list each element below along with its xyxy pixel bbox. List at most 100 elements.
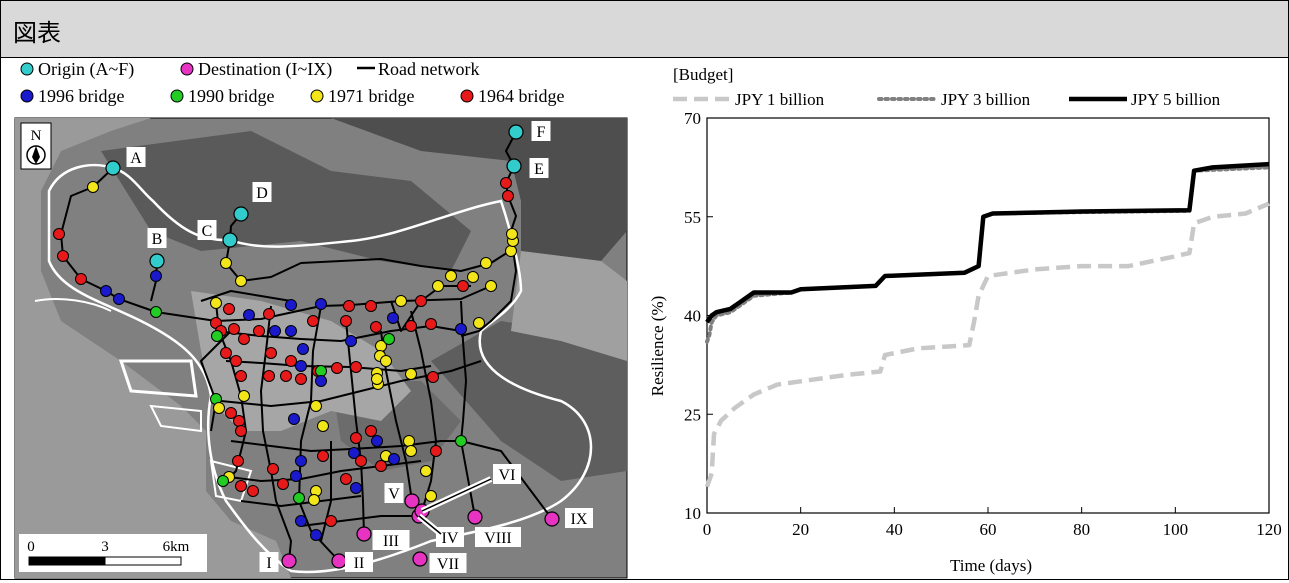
map-legend: Origin (A~F) Destination (I~IX) Road netwo… bbox=[20, 59, 564, 106]
destination-label: VI bbox=[499, 467, 516, 484]
bridge-marker bbox=[232, 455, 244, 467]
bridge-marker bbox=[211, 330, 223, 342]
map-legend-item: 1964 bridge bbox=[460, 86, 564, 106]
bridge-marker bbox=[263, 308, 275, 320]
origin-marker bbox=[233, 206, 249, 222]
destination-iii: III bbox=[356, 526, 410, 550]
origin-a: A bbox=[105, 147, 146, 176]
origin-label: B bbox=[152, 231, 163, 248]
compass-label: N bbox=[31, 128, 42, 144]
destination-label-box bbox=[259, 552, 279, 572]
bridge-marker bbox=[427, 371, 439, 383]
y-tick-label: 25 bbox=[684, 405, 701, 424]
bridge-marker bbox=[371, 373, 383, 385]
bridge-marker bbox=[506, 228, 518, 240]
destination-label-box bbox=[565, 508, 593, 528]
legend-swatch bbox=[20, 62, 34, 76]
bridge-marker bbox=[310, 529, 322, 541]
origin-marker bbox=[506, 158, 522, 174]
x-tick-label: 80 bbox=[1073, 520, 1090, 539]
bridge-marker bbox=[263, 370, 275, 382]
bridge-marker bbox=[395, 295, 407, 307]
bridge-marker bbox=[430, 445, 442, 457]
scale-label-0: 0 bbox=[27, 539, 35, 555]
bridge-marker bbox=[388, 453, 400, 465]
bridge-marker bbox=[285, 299, 297, 311]
origin-label-box bbox=[252, 182, 272, 202]
x-tick-label: 0 bbox=[703, 520, 712, 539]
scale-bar: 0 3 6km bbox=[19, 534, 207, 572]
destination-ix: IX bbox=[544, 508, 593, 528]
x-tick-label: 40 bbox=[886, 520, 903, 539]
bridge-marker bbox=[235, 370, 247, 382]
map-legend-label: 1996 bridge bbox=[38, 86, 124, 106]
bridge-marker bbox=[425, 318, 437, 330]
bridge-marker bbox=[230, 355, 242, 367]
destination-label: I bbox=[266, 555, 271, 572]
legend-swatch bbox=[170, 89, 184, 103]
origin-label: A bbox=[130, 150, 142, 167]
y-tick-label: 10 bbox=[684, 504, 701, 523]
bridge-marker bbox=[467, 271, 479, 283]
chart-axes: 0 20 40 60 80 100 120 10 25 40 55 70 bbox=[684, 109, 1282, 539]
origin-marker bbox=[149, 253, 165, 269]
figure-header: 図表 bbox=[1, 1, 1288, 58]
bridge-marker bbox=[233, 415, 245, 427]
bridge-marker bbox=[355, 455, 367, 467]
bridge-marker bbox=[331, 362, 343, 374]
chart-legend-label: JPY 1 billion bbox=[735, 90, 825, 109]
bridge-marker bbox=[457, 280, 469, 292]
destination-marker bbox=[412, 551, 428, 567]
bridge-marker bbox=[375, 460, 387, 472]
origin-f: F bbox=[508, 121, 551, 141]
bridge-marker bbox=[432, 280, 444, 292]
origin-c: C bbox=[197, 220, 238, 248]
x-tick-label: 100 bbox=[1163, 520, 1189, 539]
origin-label-box bbox=[531, 121, 551, 141]
map-legend-label: Destination (I~IX) bbox=[198, 59, 332, 80]
chart-legend-item: JPY 3 billion bbox=[877, 90, 1031, 109]
origin-e: E bbox=[506, 158, 549, 178]
legend-swatch bbox=[20, 89, 34, 103]
bridge-marker bbox=[485, 280, 497, 292]
destination-label-box bbox=[493, 464, 521, 484]
bridge-marker bbox=[340, 315, 352, 327]
bridge-marker bbox=[295, 373, 307, 385]
bridge-marker bbox=[405, 445, 417, 457]
legend-swatch bbox=[180, 62, 194, 76]
chart-legend-label: JPY 5 billion bbox=[1131, 90, 1221, 109]
series-line bbox=[704, 201, 1270, 488]
bridge-marker bbox=[285, 325, 297, 337]
bridge-marker bbox=[267, 463, 279, 475]
bridge-marker bbox=[57, 250, 69, 262]
origin-label: E bbox=[534, 161, 544, 178]
bridge-marker bbox=[223, 303, 235, 315]
bridge-marker bbox=[350, 361, 362, 373]
origin-label: D bbox=[256, 185, 268, 202]
bridge-marker bbox=[350, 432, 362, 444]
y-tick-label: 55 bbox=[684, 208, 701, 227]
bridge-marker bbox=[285, 355, 297, 367]
map-legend-item: Road network bbox=[357, 59, 479, 79]
bridge-marker bbox=[473, 317, 485, 329]
origin-label-box bbox=[126, 147, 146, 167]
bridge-marker bbox=[150, 306, 162, 318]
bridge-marker bbox=[405, 320, 417, 332]
origin-markers: A B C D E F bbox=[105, 121, 551, 269]
bridge-marker bbox=[371, 435, 383, 447]
bridge-marker bbox=[445, 270, 457, 282]
origin-label-box bbox=[147, 228, 167, 248]
bridge-marker bbox=[150, 270, 162, 282]
destination-marker bbox=[404, 493, 420, 509]
bridge-marker bbox=[343, 300, 355, 312]
destination-label: V bbox=[388, 486, 400, 503]
bridge-marker bbox=[348, 447, 360, 459]
destination-label-box bbox=[372, 530, 410, 550]
bridge-marker bbox=[365, 425, 377, 437]
figure-title: 図表 bbox=[13, 19, 61, 47]
bridge-marker bbox=[217, 475, 229, 487]
origin-label-box bbox=[529, 158, 549, 178]
map-legend-item: 1996 bridge bbox=[20, 86, 124, 106]
scale-label-6km: 6km bbox=[163, 539, 190, 555]
